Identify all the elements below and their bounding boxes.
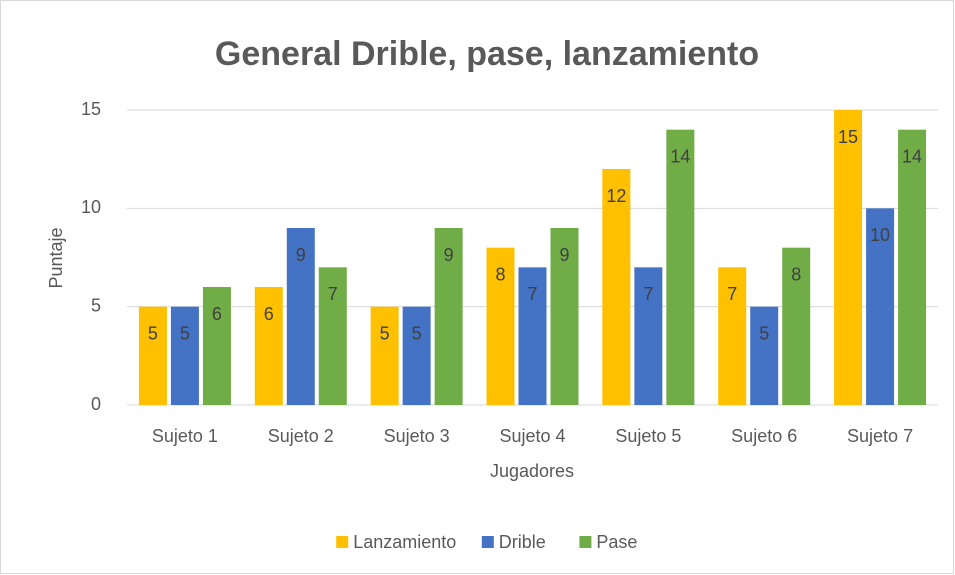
data-label: 12 [606, 186, 626, 206]
bar [138, 306, 167, 405]
x-tick-label: Sujeto 7 [847, 426, 913, 446]
data-label: 6 [264, 304, 274, 324]
bar [402, 306, 431, 405]
data-label: 7 [643, 284, 653, 304]
bar [370, 306, 399, 405]
bar [602, 169, 631, 405]
data-label: 8 [791, 264, 801, 284]
bar [666, 129, 695, 405]
bar [170, 306, 199, 405]
x-axis-label: Jugadores [490, 461, 574, 481]
bar [898, 129, 927, 405]
bar [518, 267, 547, 405]
y-tick-label: 5 [91, 295, 101, 315]
bar [550, 228, 579, 405]
data-label: 5 [148, 323, 158, 343]
data-label: 9 [296, 245, 306, 265]
x-tick-label: Sujeto 6 [731, 426, 797, 446]
y-tick-label: 10 [81, 197, 101, 217]
bar [634, 267, 663, 405]
bar [866, 208, 895, 405]
x-tick-label: Sujeto 1 [152, 426, 218, 446]
x-tick-label: Sujeto 4 [499, 426, 565, 446]
data-label: 15 [838, 127, 858, 147]
legend-swatch [481, 536, 494, 548]
chart-title: General Drible, pase, lanzamiento [215, 35, 759, 73]
data-label: 5 [380, 323, 390, 343]
y-tick-label: 0 [91, 394, 101, 414]
x-tick-label: Sujeto 3 [384, 426, 450, 446]
data-label: 8 [495, 264, 505, 284]
x-tick-label: Sujeto 2 [268, 426, 334, 446]
y-tick-label: 15 [81, 99, 101, 119]
x-tick-label: Sujeto 5 [615, 426, 681, 446]
data-label: 7 [328, 284, 338, 304]
bar [834, 110, 863, 405]
legend-label: Pase [596, 532, 637, 552]
bar [486, 247, 515, 405]
data-label: 5 [412, 323, 422, 343]
bar [254, 287, 283, 405]
data-label: 7 [527, 284, 537, 304]
legend-swatch [579, 536, 592, 548]
data-label: 5 [180, 323, 190, 343]
bar [434, 228, 463, 405]
data-label: 14 [670, 146, 690, 166]
bar [782, 247, 811, 405]
data-label: 14 [902, 146, 922, 166]
y-axis-label: Puntaje [46, 227, 66, 288]
data-label: 7 [727, 284, 737, 304]
legend-label: Drible [499, 532, 546, 552]
data-label: 9 [559, 245, 569, 265]
bar [318, 267, 347, 405]
bar [286, 228, 315, 405]
bar [202, 287, 231, 405]
data-label: 9 [444, 245, 454, 265]
bar [750, 306, 779, 405]
data-label: 10 [870, 225, 890, 245]
data-label: 6 [212, 304, 222, 324]
legend-swatch [336, 536, 349, 548]
data-label: 5 [759, 323, 769, 343]
bar [718, 267, 747, 405]
legend-label: Lanzamiento [353, 532, 456, 552]
